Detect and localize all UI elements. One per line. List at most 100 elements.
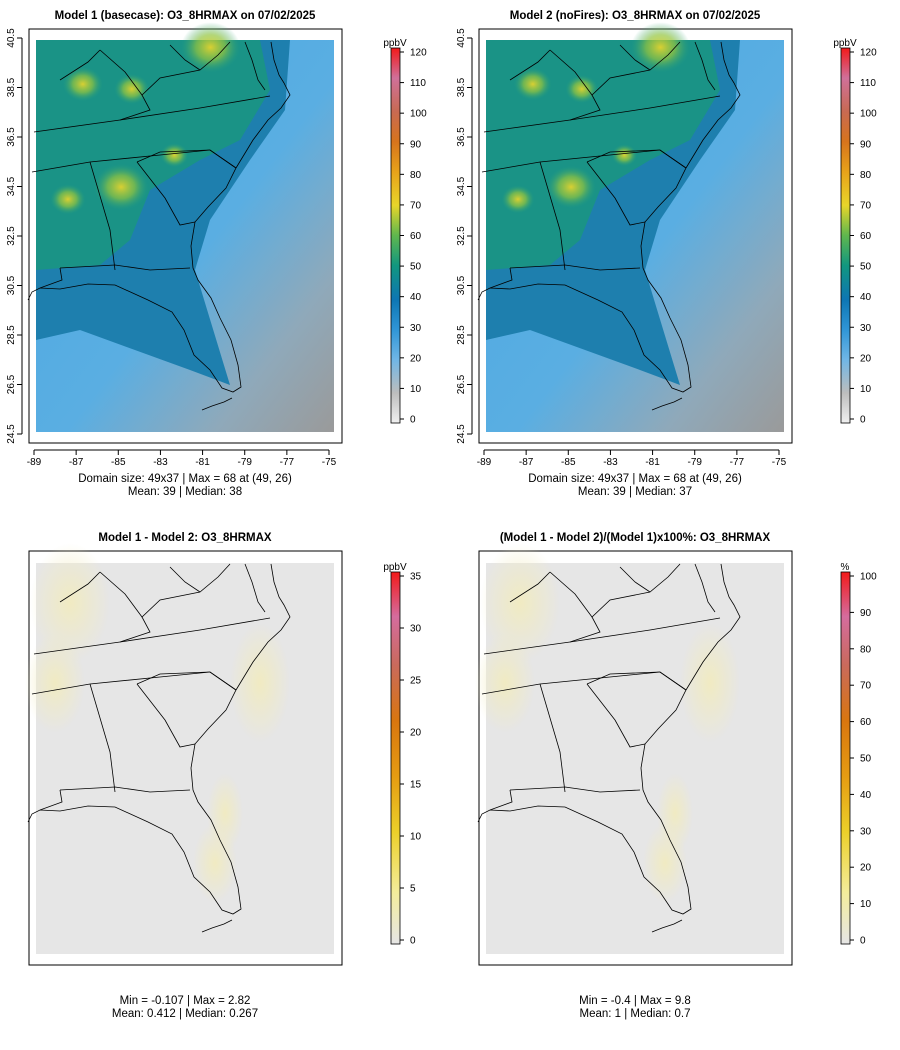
stat-line-1: Domain size: 49x37 | Max = 68 at (49, 26… [78,473,292,485]
x-tick-label: -79 [687,457,702,468]
colorbar-tick-label: 35 [410,572,422,583]
colorbar-tick-label: 110 [410,78,426,89]
panel-1: -89 -87 -85 -83 -81 -79 -77 -75 24.5 26.5 28.5 30.5… [6,10,427,498]
hotspot-2 [630,22,691,73]
colorbar-tick-label: 30 [860,323,872,334]
y-tick-label: 38.5 [6,77,17,97]
colorbar-gradient [840,47,851,424]
colorbar-tick-label: 110 [860,78,876,89]
boundary-8 [39,267,63,289]
y-tick-label: 32.5 [456,226,467,246]
boundary-14 [201,397,233,411]
hotspot-1 [546,165,596,209]
colorbar-tick-label: 50 [860,754,872,765]
boundary-13 [244,563,266,613]
colorbar-gradient [390,571,401,945]
hotspot-4 [565,75,599,103]
state-boundaries [27,563,291,933]
colorbar-tick-label: 90 [860,608,872,619]
diff-tint-5 [680,623,740,743]
y-axis: 24.5 26.5 28.5 30.5 32.5 34.5 36.5 38.5 40.5 [6,28,23,444]
colorbar-tick-label: 100 [860,109,877,120]
colorbar-gradient [840,571,851,945]
boundary-14 [651,919,683,933]
colorbar-tick-label: 0 [860,936,866,947]
x-tick-label: -83 [153,457,168,468]
colorbar-tick-label: 50 [410,262,422,273]
plot-frame [28,550,343,966]
colorbar-gradient [390,47,401,424]
x-tick-label: -77 [280,457,295,468]
hotspot-3 [514,68,552,101]
boundary-11 [619,44,651,71]
stat-line-1: Domain size: 49x37 | Max = 68 at (49, 26… [528,473,742,485]
colorbar-tick-label: 60 [860,231,872,242]
colorbar-tick-label: 90 [860,139,872,150]
plot-frame [478,28,793,444]
boundary-14 [651,397,683,411]
panel-title: (Model 1 - Model 2)/(Model 1)x100%: O3_8… [500,532,771,544]
y-tick-label: 28.5 [456,325,467,345]
boundary-8 [489,267,513,289]
colorbar-tick-label: 10 [410,832,422,843]
hotspot-1 [93,163,149,211]
colorbar-tick-label: 5 [410,884,416,895]
colorbar-units: ppbV [383,562,407,573]
boundary-10 [509,571,551,603]
panel-title: Model 2 (noFires): O3_8HRMAX on 07/02/20… [510,10,761,22]
x-tick-label: -75 [772,457,787,468]
diff-tint-5 [230,623,290,743]
colorbar-tick-label: 70 [860,681,872,692]
colorbar-tick-label: 80 [860,170,872,181]
boundary-12 [569,94,601,121]
boundary-10 [59,571,101,603]
boundary-4 [586,671,687,691]
boundary-5 [89,683,116,793]
colorbar-tick-label: 30 [410,323,422,334]
colorbar: ppbV 0 10 20 30 40 50 60 70 80 90 100 110 120 [383,38,427,426]
diff-tint-1 [480,543,560,663]
state-boundaries [477,41,741,411]
state-boundaries [477,563,741,933]
x-tick-label: -81 [645,457,660,468]
x-tick-label: -81 [195,457,210,468]
boundary-8 [39,789,63,811]
colorbar-tick-label: 80 [860,644,872,655]
colorbar-tick-label: 0 [860,415,866,426]
boundary-6 [136,683,196,748]
boundary-11 [619,566,651,593]
plot-frame [28,28,343,444]
stat-line-1: Min = -0.107 | Max = 2.82 [120,995,251,1007]
boundary-2 [33,95,271,133]
colorbar-tick-label: 20 [410,353,422,364]
hotspot-2 [180,22,241,73]
y-tick-label: 28.5 [6,325,17,345]
panel-2: -89 -87 -85 -83 -81 -79 -77 -75 24.5 26.5 28.5 30.5… [456,10,877,498]
x-tick-label: -79 [237,457,252,468]
hotspot-6 [611,144,638,167]
colorbar-tick-label: 90 [410,139,422,150]
colorbar: ppbV 0 5 10 15 20 25 30 35 [383,562,421,947]
colorbar-tick-label: 50 [860,262,872,273]
boundary-11 [169,566,201,593]
boundary-14 [201,919,233,933]
colorbar-tick-label: 100 [860,572,877,583]
stat-line-2: Mean: 39 | Median: 38 [128,486,242,498]
y-tick-label: 34.5 [6,176,17,196]
boundary-5 [89,161,116,271]
diff-tint-2 [475,633,535,733]
colorbar-tick-label: 20 [860,353,872,364]
boundary-10 [509,49,551,81]
diff-tint-1 [30,543,110,663]
x-tick-label: -87 [69,457,84,468]
x-tick-label: -87 [519,457,534,468]
colorbar-tick-label: 0 [410,415,416,426]
panel-3: Model 1 - Model 2: O3_8HRMAX ppbV 0 5 10 15 20… [25,532,422,1020]
boundary-7 [509,786,641,793]
colorbar-tick-label: 20 [410,728,422,739]
colorbar-tick-label: 40 [410,292,422,303]
boundary-2 [483,617,721,655]
boundary-1 [27,41,291,393]
stat-line-1: Min = -0.4 | Max = 9.8 [579,995,691,1007]
stat-line-2: Mean: 39 | Median: 37 [578,486,692,498]
